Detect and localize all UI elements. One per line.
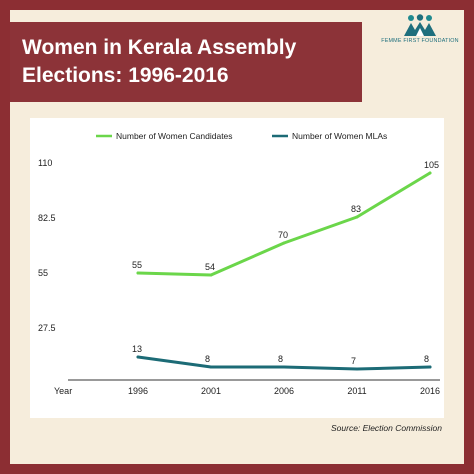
data-label: 8 (424, 354, 429, 364)
frame-left (0, 0, 10, 474)
x-tick-label: 1996 (128, 386, 148, 396)
data-point (209, 273, 213, 277)
data-point (136, 355, 140, 359)
chart-card: Number of Women Candidates Number of Wom… (30, 118, 444, 418)
x-tick-label: 2006 (274, 386, 294, 396)
chart-title-line-1: Women in Kerala Assembly (22, 36, 297, 59)
data-label: 83 (351, 204, 361, 214)
people-logo-icon (404, 14, 436, 36)
data-label: 8 (278, 354, 283, 364)
data-point (428, 171, 432, 175)
y-tick-label: 110 (38, 158, 52, 168)
y-axis-ticks: 110 82.5 55 27.5 (38, 158, 56, 333)
data-point (282, 241, 286, 245)
data-point (136, 271, 140, 275)
data-point (282, 365, 286, 369)
line-chart: Number of Women Candidates Number of Wom… (38, 131, 440, 396)
frame-top (0, 0, 474, 10)
data-label: 13 (132, 344, 142, 354)
logo-text: FEMME FIRST FOUNDATION (381, 38, 459, 44)
legend: Number of Women Candidates Number of Wom… (96, 131, 387, 141)
data-label: 54 (205, 262, 215, 272)
data-label: 105 (424, 160, 439, 170)
frame-right (464, 0, 474, 474)
data-point (355, 215, 359, 219)
frame-bottom (0, 464, 474, 474)
chart-title-line-2: Elections: 1996-2016 (22, 64, 229, 87)
y-tick-label: 55 (38, 268, 48, 278)
data-point (209, 365, 213, 369)
series-line-0 (136, 171, 432, 277)
chart-series: 55 54 70 83 105 13 8 8 7 8 (132, 160, 439, 371)
data-label: 70 (278, 230, 288, 240)
data-point (355, 367, 359, 371)
x-axis-title: Year (54, 386, 72, 396)
y-tick-label: 82.5 (38, 213, 56, 223)
legend-label-mlas: Number of Women MLAs (292, 131, 387, 141)
title-banner: Women in Kerala Assembly Elections: 1996… (10, 22, 362, 102)
data-label: 7 (351, 356, 356, 366)
data-label: 55 (132, 260, 142, 270)
legend-label-candidates: Number of Women Candidates (116, 131, 233, 141)
y-tick-label: 27.5 (38, 323, 56, 333)
data-point (428, 365, 432, 369)
x-tick-label: 2001 (201, 386, 221, 396)
source-note: Source: Election Commission (330, 423, 442, 433)
x-tick-label: 2016 (420, 386, 440, 396)
x-tick-label: 2011 (347, 386, 366, 396)
x-axis-ticks: 1996 2001 2006 2011 2016 (128, 386, 440, 396)
data-label: 8 (205, 354, 210, 364)
logo: FEMME FIRST FOUNDATION (378, 14, 462, 54)
